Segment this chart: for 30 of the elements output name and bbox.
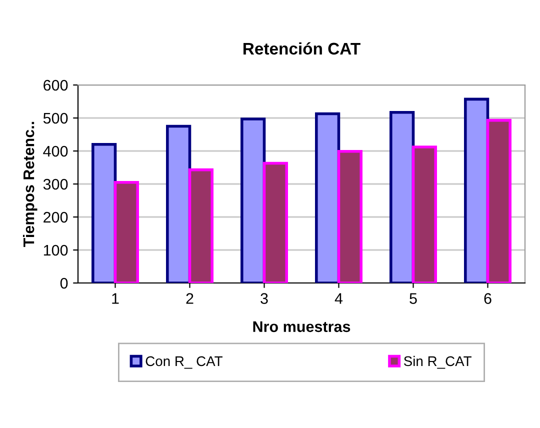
bar	[166, 124, 192, 283]
bar	[390, 111, 415, 283]
x-tick-label: 5	[410, 293, 417, 304]
bar	[412, 146, 437, 283]
bar	[337, 150, 362, 283]
x-tick-label: 2	[186, 293, 194, 304]
legend-label: Sin R_CAT	[404, 356, 472, 369]
y-tick-label: 300	[43, 178, 68, 190]
bar	[188, 168, 214, 283]
bar	[262, 162, 288, 283]
y-tick-label: 200	[44, 212, 68, 223]
y-tick-label: 500	[43, 112, 68, 124]
bar	[486, 118, 512, 283]
legend-label: Con R_ CAT	[146, 356, 222, 369]
x-tick-label: 3	[260, 293, 268, 304]
bar	[315, 112, 340, 283]
y-tick-label: 0	[60, 278, 68, 289]
x-tick-label: 4	[334, 293, 343, 304]
y-tick-label: 100	[44, 244, 68, 256]
bar	[240, 118, 266, 283]
y-tick-label: 600	[44, 80, 68, 91]
bar	[464, 98, 490, 283]
bar	[92, 143, 117, 283]
x-tick-label: 6	[484, 293, 492, 304]
bar	[114, 180, 139, 283]
chart-title: Retención CAT	[244, 42, 360, 55]
y-tick-label: 400	[43, 146, 68, 157]
y-axis-title: Tiempos Retenc..	[22, 122, 38, 247]
x-tick-label: 1	[112, 293, 119, 304]
x-axis-title: Nro muestras	[253, 321, 350, 332]
